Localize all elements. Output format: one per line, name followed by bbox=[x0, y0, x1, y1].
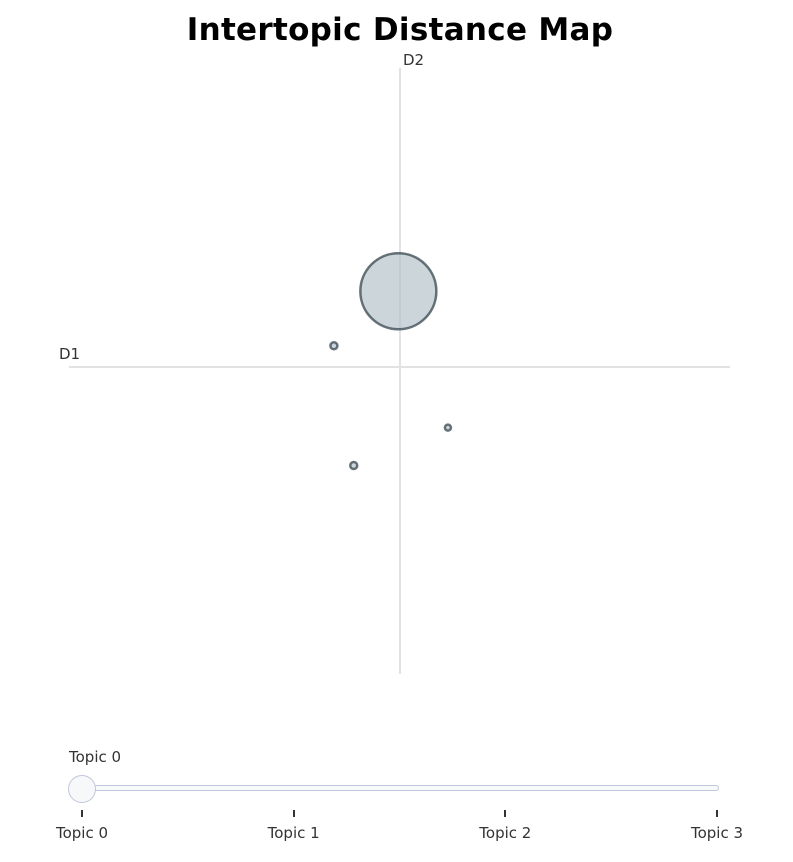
y-axis-label: D2 bbox=[403, 51, 425, 69]
slider-tick-label[interactable]: Topic 1 bbox=[267, 824, 320, 842]
topic-bubble-2[interactable] bbox=[443, 423, 453, 432]
slider-tick-mark bbox=[504, 810, 507, 817]
topic-bubble-0[interactable] bbox=[359, 252, 438, 331]
slider-handle[interactable] bbox=[68, 775, 96, 803]
slider-tick-label[interactable]: Topic 3 bbox=[690, 824, 744, 842]
slider-tick-label[interactable]: Topic 2 bbox=[479, 824, 532, 842]
chart-title: Intertopic Distance Map bbox=[186, 12, 614, 48]
slider-tick-mark bbox=[292, 810, 295, 817]
topic-bubble-1[interactable] bbox=[329, 341, 339, 351]
slider-tick-mark bbox=[81, 810, 83, 817]
slider-current-value: Topic 0 bbox=[69, 748, 122, 766]
topic-bubble-3[interactable] bbox=[348, 460, 359, 471]
x-axis-label: D1 bbox=[59, 345, 81, 363]
slider-rail[interactable] bbox=[82, 785, 719, 791]
slider-tick-mark bbox=[716, 810, 718, 817]
slider-tick-label[interactable]: Topic 0 bbox=[55, 824, 109, 842]
plot-area bbox=[69, 68, 730, 674]
